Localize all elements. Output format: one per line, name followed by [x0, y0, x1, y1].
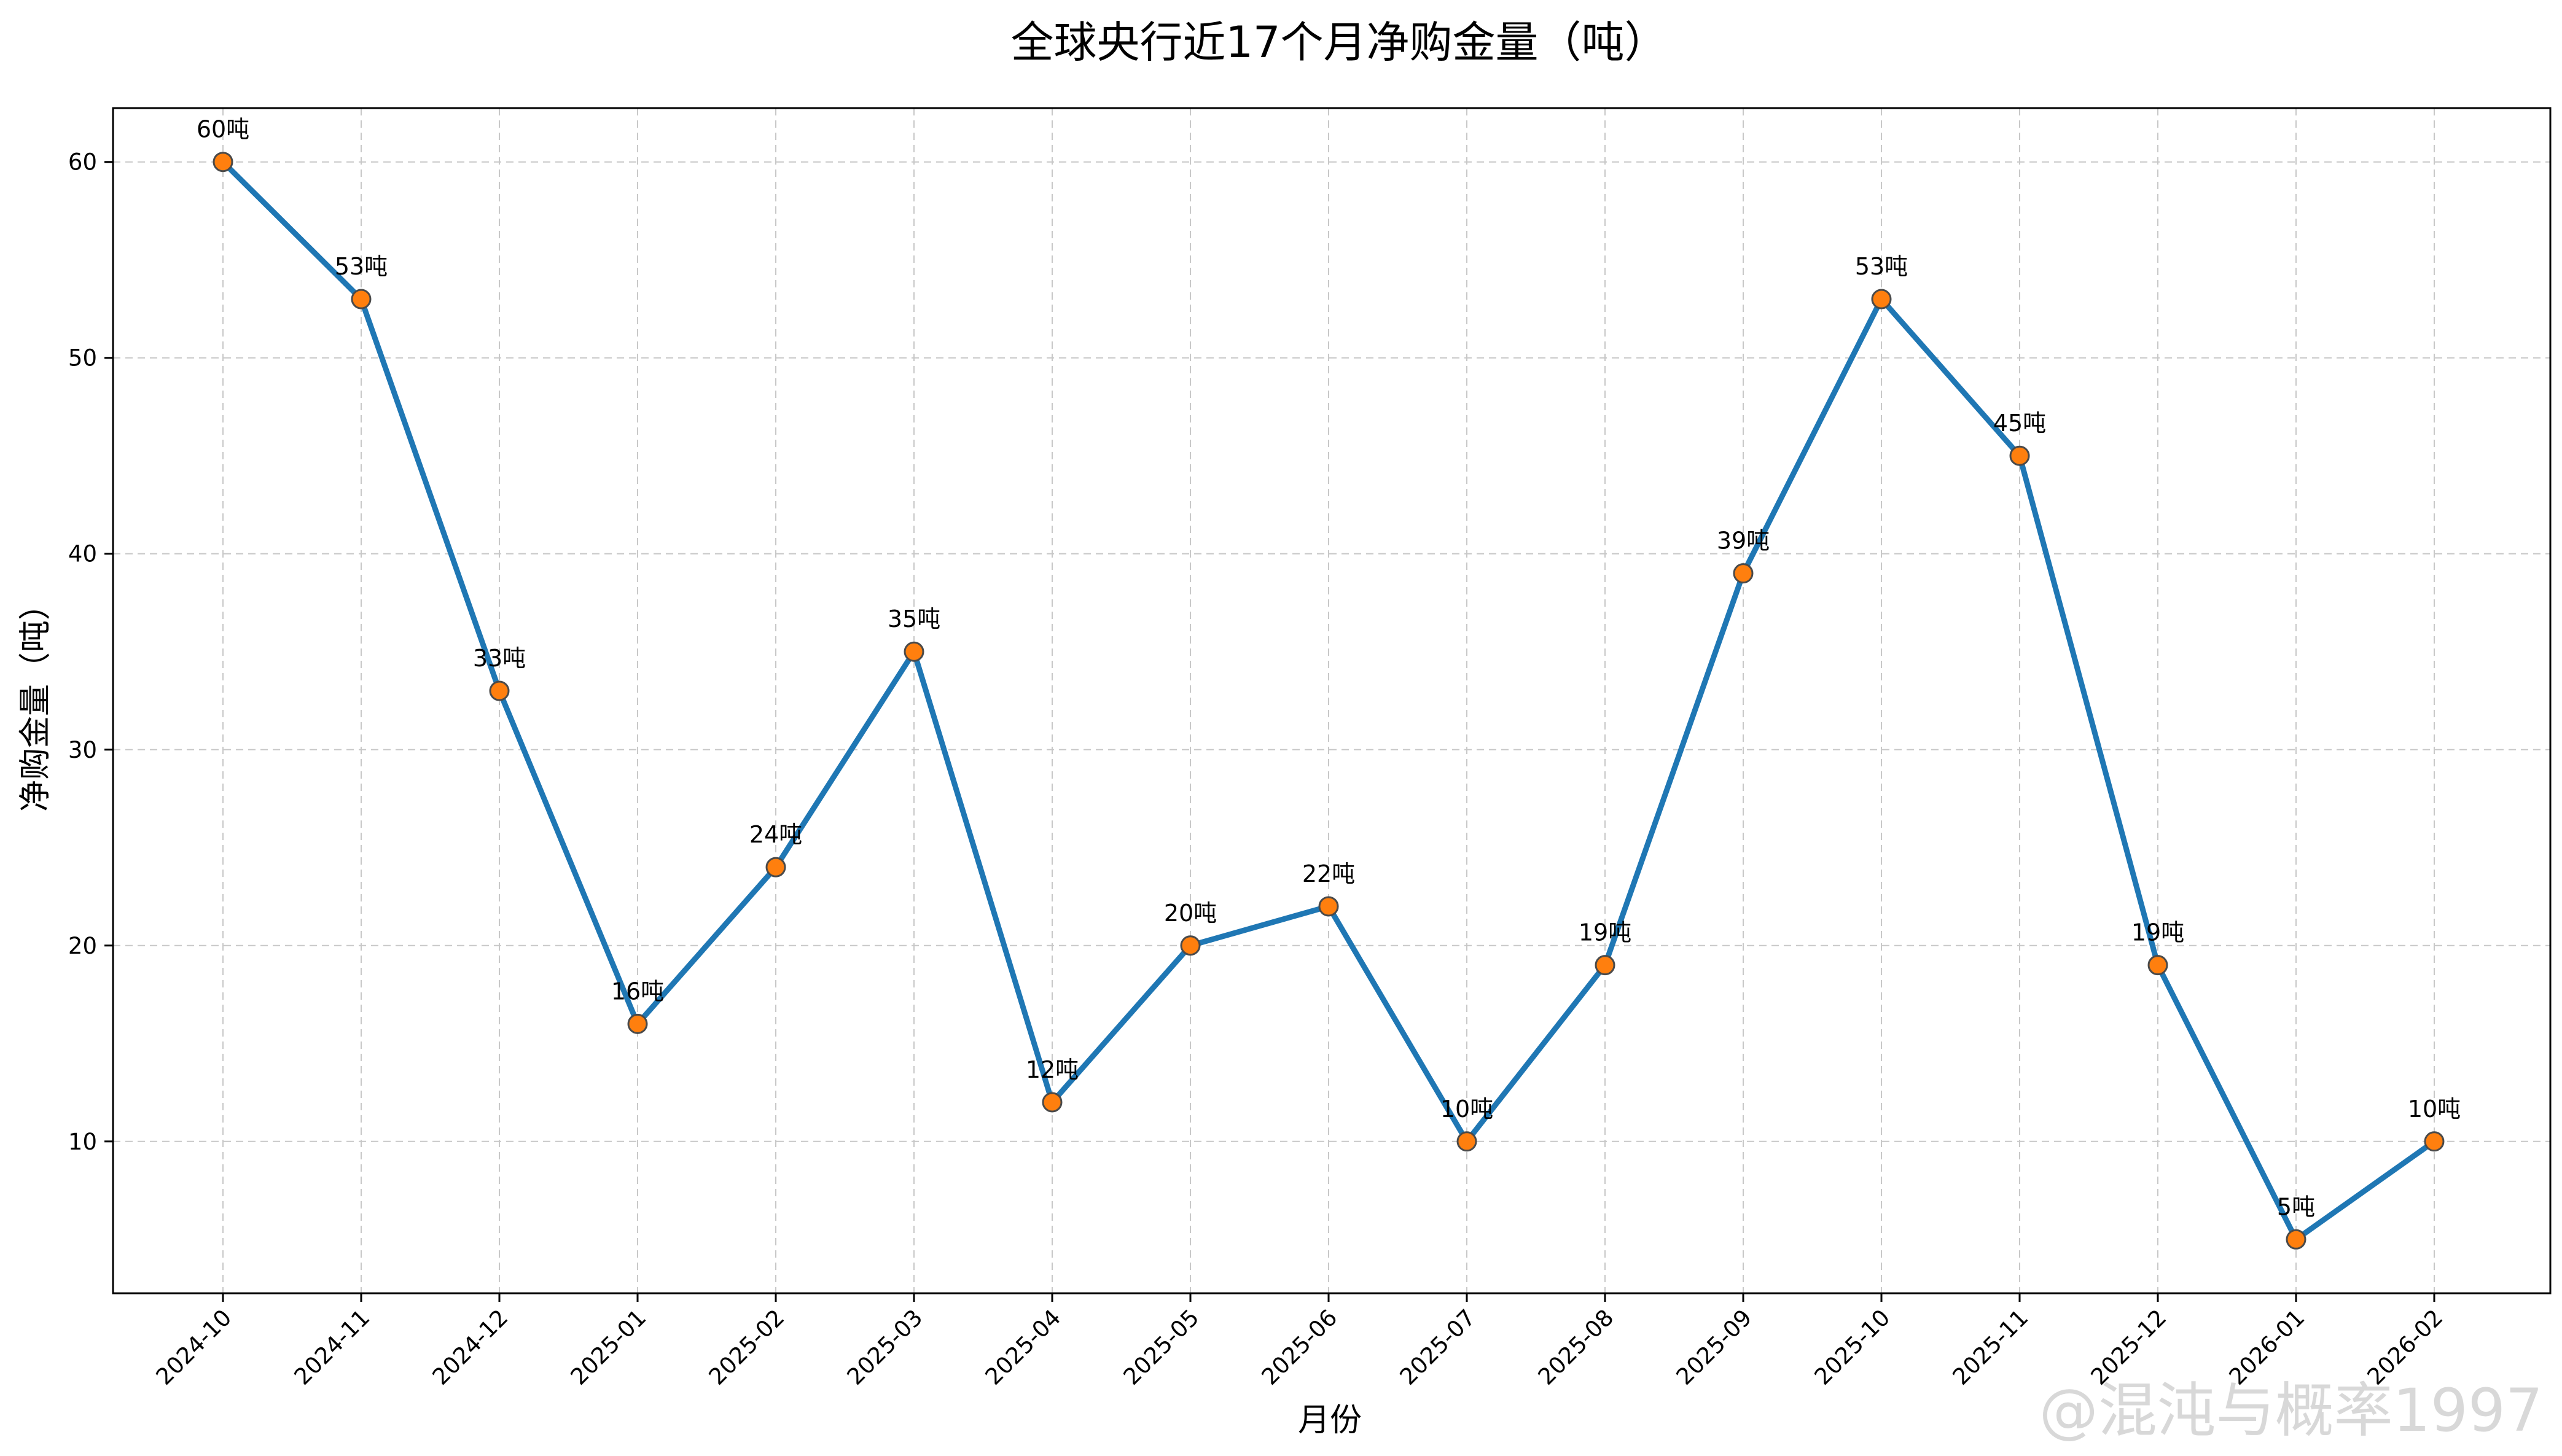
- data-point: [489, 680, 510, 701]
- data-label: 22吨: [1302, 860, 1355, 887]
- chart-title: 全球央行近17个月净购金量（吨）: [1010, 17, 1667, 68]
- x-tick-label: 2025-10: [1810, 1304, 1896, 1390]
- y-tick-label: 60: [68, 149, 97, 176]
- watermark: @混沌与概率1997: [2039, 1376, 2543, 1445]
- x-tick-label: 2025-08: [1533, 1304, 1619, 1390]
- x-tick-label: 2024-10: [151, 1304, 237, 1390]
- x-tick-label: 2025-07: [1395, 1304, 1481, 1390]
- x-tick-label: 2025-06: [1257, 1304, 1343, 1390]
- data-point: [2147, 955, 2168, 976]
- data-labels: 60吨 53吨 33吨 16吨 24吨 35吨 12吨 20吨 22吨 10吨 19吨 39吨 53吨 4…: [197, 116, 2461, 1221]
- data-label: 5吨: [2277, 1193, 2315, 1220]
- y-tick-label: 40: [68, 541, 97, 567]
- x-tick-label: 2025-04: [980, 1304, 1066, 1390]
- x-tick-label: 2025-05: [1119, 1304, 1205, 1390]
- y-axis: 10 20 30 40 50 60: [68, 149, 113, 1155]
- x-tick-label: 2024-11: [289, 1304, 375, 1390]
- x-tick-label: 2025-03: [842, 1304, 928, 1390]
- data-point: [1456, 1131, 1477, 1152]
- data-point: [351, 289, 372, 309]
- y-tick-label: 20: [68, 933, 97, 959]
- x-tick-label: 2025-02: [704, 1304, 790, 1390]
- data-label: 60吨: [197, 116, 249, 143]
- data-label: 19吨: [2131, 919, 2184, 946]
- data-label: 12吨: [1026, 1056, 1079, 1083]
- y-tick-label: 30: [68, 737, 97, 763]
- data-point: [2009, 445, 2030, 466]
- data-point: [2286, 1229, 2306, 1250]
- grid: [113, 108, 2550, 1293]
- data-label: 24吨: [749, 821, 802, 848]
- data-point: [1733, 563, 1754, 584]
- y-tick-label: 50: [68, 345, 97, 372]
- data-point: [2424, 1131, 2445, 1152]
- x-tick-label: 2025-01: [566, 1304, 652, 1390]
- plot-frame: [112, 107, 2552, 1294]
- y-axis-label: 净购金量（吨）: [17, 588, 54, 812]
- x-tick-label: 2024-12: [428, 1304, 514, 1390]
- data-label: 35吨: [888, 605, 940, 633]
- data-point: [627, 1013, 648, 1034]
- data-point: [1180, 935, 1201, 956]
- data-point: [1871, 289, 1892, 309]
- data-label: 53吨: [1855, 253, 1908, 280]
- data-label: 33吨: [473, 645, 526, 672]
- x-tick-label: 2025-11: [1948, 1304, 2034, 1390]
- x-axis-label: 月份: [1298, 1402, 1362, 1439]
- data-label: 10吨: [2408, 1096, 2461, 1123]
- data-label: 20吨: [1164, 900, 1217, 927]
- data-point: [213, 152, 233, 173]
- data-label: 16吨: [611, 978, 664, 1005]
- data-point: [904, 641, 924, 662]
- data-label: 53吨: [335, 253, 388, 280]
- data-point: [765, 857, 786, 878]
- data-label: 19吨: [1579, 919, 1631, 946]
- data-point: [1042, 1092, 1063, 1113]
- data-label: 45吨: [1993, 410, 2046, 437]
- data-label: 39吨: [1717, 528, 1770, 555]
- x-tick-label: 2025-09: [1671, 1304, 1757, 1390]
- data-point: [1595, 955, 1615, 976]
- data-point: [1318, 896, 1339, 917]
- y-tick-label: 10: [68, 1129, 97, 1155]
- data-label: 10吨: [1440, 1096, 1493, 1123]
- series-line-group: [213, 152, 2445, 1250]
